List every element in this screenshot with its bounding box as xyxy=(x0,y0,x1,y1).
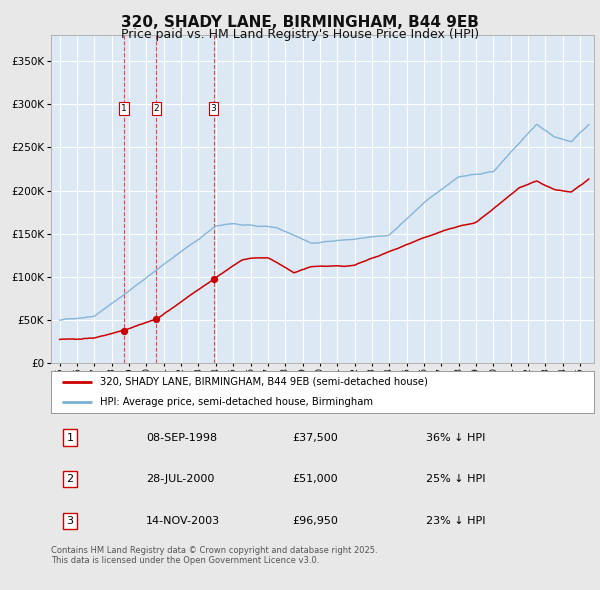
Text: 1: 1 xyxy=(67,432,74,442)
Text: 08-SEP-1998: 08-SEP-1998 xyxy=(146,432,217,442)
Text: Price paid vs. HM Land Registry's House Price Index (HPI): Price paid vs. HM Land Registry's House … xyxy=(121,28,479,41)
Text: £96,950: £96,950 xyxy=(293,516,338,526)
Text: 3: 3 xyxy=(211,104,217,113)
Text: £51,000: £51,000 xyxy=(293,474,338,484)
Point xyxy=(152,314,161,324)
Text: £37,500: £37,500 xyxy=(293,432,338,442)
Text: 1: 1 xyxy=(121,104,127,113)
Text: 36% ↓ HPI: 36% ↓ HPI xyxy=(425,432,485,442)
Text: 320, SHADY LANE, BIRMINGHAM, B44 9EB: 320, SHADY LANE, BIRMINGHAM, B44 9EB xyxy=(121,15,479,30)
Text: 23% ↓ HPI: 23% ↓ HPI xyxy=(425,516,485,526)
Text: 14-NOV-2003: 14-NOV-2003 xyxy=(146,516,220,526)
Text: 2: 2 xyxy=(67,474,74,484)
Point xyxy=(209,274,218,284)
Text: 28-JUL-2000: 28-JUL-2000 xyxy=(146,474,214,484)
Text: 320, SHADY LANE, BIRMINGHAM, B44 9EB (semi-detached house): 320, SHADY LANE, BIRMINGHAM, B44 9EB (se… xyxy=(100,377,428,387)
Text: 2: 2 xyxy=(154,104,159,113)
Text: HPI: Average price, semi-detached house, Birmingham: HPI: Average price, semi-detached house,… xyxy=(100,398,373,407)
Text: 25% ↓ HPI: 25% ↓ HPI xyxy=(425,474,485,484)
Point xyxy=(119,326,128,335)
Text: 3: 3 xyxy=(67,516,74,526)
Text: Contains HM Land Registry data © Crown copyright and database right 2025.
This d: Contains HM Land Registry data © Crown c… xyxy=(51,546,377,565)
